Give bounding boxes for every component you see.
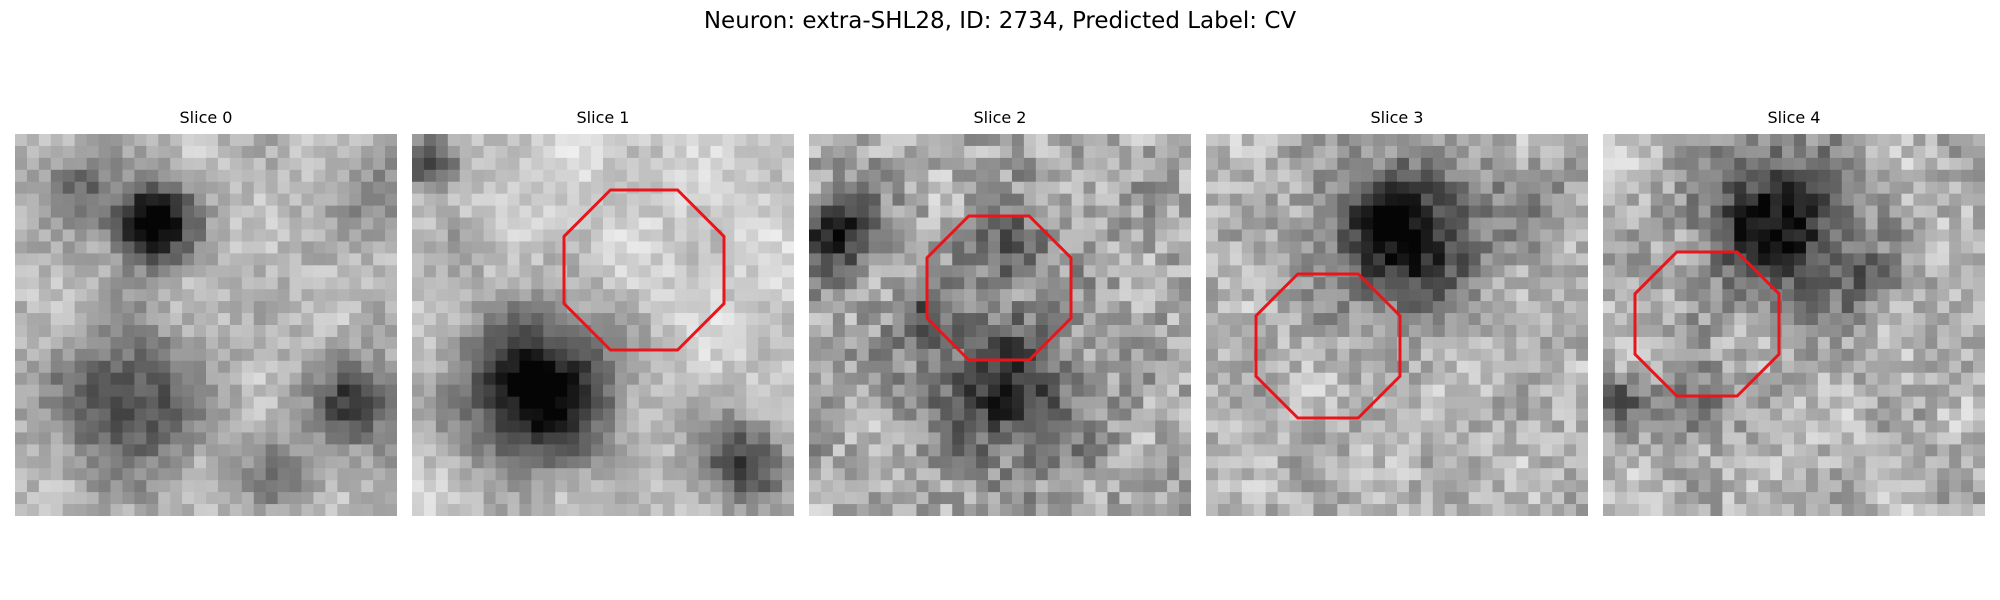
roi-outline [1633,250,1781,398]
slice-image [15,134,397,516]
slice-title: Slice 2 [973,108,1027,127]
slice-title: Slice 3 [1370,108,1424,127]
slice-title: Slice 0 [179,108,233,127]
roi-outline [1254,272,1402,420]
slice-image [1206,134,1588,516]
slice-image [1603,134,1985,516]
slice-title: Slice 1 [576,108,630,127]
roi-outline [925,214,1073,362]
slice-image [412,134,794,516]
slice-image [809,134,1191,516]
roi-outline [562,188,726,352]
slice-title: Slice 4 [1767,108,1821,127]
figure-title: Neuron: extra-SHL28, ID: 2734, Predicted… [703,8,1297,34]
